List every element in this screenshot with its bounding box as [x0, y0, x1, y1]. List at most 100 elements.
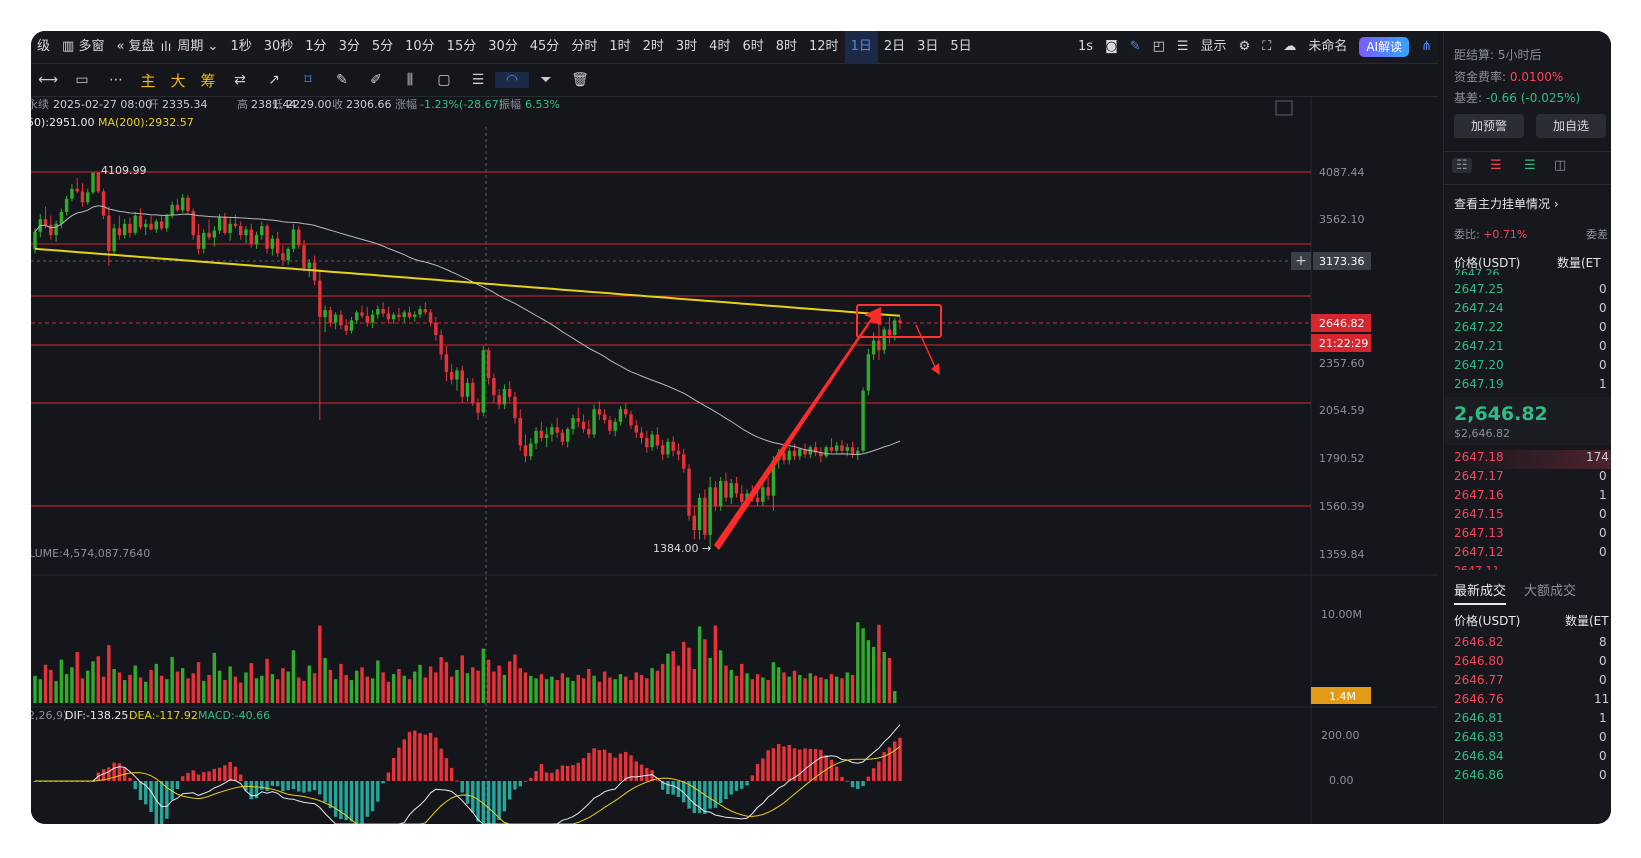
tab-latest-trades[interactable]: 最新成交 [1454, 580, 1507, 605]
indicator-chips[interactable]: 筹 [200, 71, 216, 90]
filter-icon[interactable]: ⏷ [540, 72, 552, 88]
horizontal-line-icon[interactable]: ⟷ [37, 72, 59, 88]
bid-row[interactable]: 2647.19 1 [1454, 377, 1611, 396]
chart-type-icon[interactable]: ılı [160, 39, 172, 55]
bid-row[interactable]: 2647.25 0 [1454, 282, 1611, 301]
bid-row[interactable]: 2647.20 0 [1454, 358, 1611, 377]
ask-row[interactable]: 2647.17 0 [1454, 469, 1611, 488]
depth-link[interactable]: 查看主力挂单情况 › [1454, 197, 1559, 211]
timeframe-6[interactable]: 1分 [299, 31, 332, 63]
ask-row[interactable]: 2647.13 0 [1454, 526, 1611, 545]
compare-icon[interactable]: ⇄ [234, 72, 246, 88]
ask-row[interactable]: 2647.12 0 [1454, 545, 1611, 564]
timeframe-22[interactable]: 2日 [878, 31, 911, 63]
timeframe-toolbar: 级 ▥ 多窗 « 复盘 ılı 周期 ⌄ 1秒 30秒 1分 3分 5分 10分 15分 30分 45分… [31, 31, 1438, 64]
ai-analysis-button[interactable]: AI解读 [1359, 37, 1410, 57]
volume-bar [507, 661, 512, 703]
timeframe-1[interactable]: ▥ 多窗 [56, 31, 110, 63]
view-bids-icon[interactable]: ☰ [1524, 158, 1536, 173]
ask-row[interactable]: 2647.16 1 [1454, 488, 1611, 507]
seconds-toggle[interactable]: 1s [1078, 39, 1094, 54]
bookmark-icon[interactable]: ⌑ [304, 72, 312, 88]
timeframe-21[interactable]: 1日 [844, 31, 878, 63]
volume-bar [376, 660, 380, 703]
pen-icon[interactable]: ✐ [370, 72, 382, 88]
volume-bar [803, 678, 807, 703]
candle-body [729, 483, 733, 498]
timeframe-15[interactable]: 2时 [637, 31, 670, 63]
trash-icon[interactable]: 🗑 [571, 72, 589, 88]
ask-row[interactable]: 2647.18 174 [1454, 450, 1611, 469]
bid-row[interactable]: 2647.21 0 [1454, 339, 1611, 358]
layout-icon[interactable]: ◰ [1152, 39, 1165, 54]
timeframe-3[interactable]: 周期 ⌄ [171, 31, 224, 63]
volume-bar [576, 674, 580, 703]
timeframe-9[interactable]: 10分 [399, 31, 441, 63]
layout-name[interactable]: 未命名 [1308, 39, 1348, 54]
rectangle-icon[interactable]: ▭ [75, 72, 89, 88]
cloud-icon[interactable]: ☁ [1283, 39, 1297, 54]
timeframe-5[interactable]: 30秒 [258, 31, 300, 63]
timeframe-24[interactable]: 5日 [944, 31, 977, 63]
list-icon[interactable]: ☰ [1176, 39, 1189, 54]
timeframe-4[interactable]: 1秒 [224, 31, 257, 63]
timeframe-14[interactable]: 1时 [603, 31, 636, 63]
volume-bar [529, 675, 533, 703]
more-icon[interactable]: ⋯ [109, 72, 123, 88]
timeframe-label: 45分 [529, 39, 560, 54]
draw-icon[interactable]: ✎ [1129, 39, 1141, 54]
note-icon[interactable]: ☰ [471, 72, 485, 88]
magnet-icon[interactable]: ◠ [495, 72, 529, 88]
lock-icon[interactable]: ▢ [437, 72, 451, 88]
timeframe-10[interactable]: 15分 [441, 31, 483, 63]
volume-bar [381, 672, 385, 703]
bid-row[interactable]: 2647.22 0 [1454, 320, 1611, 339]
volume-bar [766, 680, 770, 703]
timeframe-17[interactable]: 4时 [703, 31, 736, 63]
macd-histogram-bar [265, 781, 269, 791]
view-settings-icon[interactable]: ◫ [1554, 158, 1567, 173]
indicator-big[interactable]: 大 [170, 71, 186, 90]
expand-icon[interactable] [1275, 100, 1293, 116]
timeframe-23[interactable]: 3日 [911, 31, 944, 63]
timeframe-2[interactable]: « 复盘 [110, 31, 160, 63]
candle-tool-icon[interactable]: ⫼ [406, 72, 414, 88]
fullscreen-icon[interactable]: ⛶ [1262, 39, 1272, 54]
share-icon[interactable]: ⋔ [1421, 39, 1432, 54]
plus-icon[interactable]: + [1295, 253, 1307, 269]
macd-axis-label: 200.00 [1321, 729, 1360, 742]
timeframe-16[interactable]: 3时 [670, 31, 703, 63]
timeframe-20[interactable]: 12时 [803, 31, 845, 63]
add-alert-button[interactable]: 加预警 [1454, 114, 1524, 138]
add-watchlist-button[interactable]: 加自选 [1536, 114, 1606, 138]
bid-row[interactable]: 2647.24 0 [1454, 301, 1611, 320]
timeframe-13[interactable]: 分时 [565, 31, 603, 63]
price-chart[interactable]: 4109.99 1384.00 → 4087.44 3562.10 3173.36 264… [31, 97, 1438, 824]
timeframe-12[interactable]: 45分 [524, 31, 566, 63]
ruler-icon[interactable]: ✎ [336, 72, 348, 88]
macd-histogram-bar [149, 781, 153, 812]
trend-tool-icon[interactable]: ↗ [268, 72, 280, 88]
candle-body [650, 434, 654, 448]
timeframe-18[interactable]: 6时 [736, 31, 769, 63]
timeframe-0[interactable]: 级 [31, 31, 56, 63]
candle-body [449, 371, 454, 380]
crosshair-plus-box[interactable] [1291, 252, 1311, 270]
timeframe-label: 3分 [338, 39, 360, 54]
timeframe-7[interactable]: 3分 [333, 31, 366, 63]
ask-row[interactable]: 2647.15 0 [1454, 507, 1611, 526]
indicator-main[interactable]: 主 [140, 71, 156, 90]
timeframe-11[interactable]: 30分 [482, 31, 524, 63]
volume-bar [455, 669, 459, 703]
display-toggle[interactable]: 显示 [1200, 39, 1227, 54]
settings-icon[interactable]: ⚙ [1238, 39, 1251, 54]
tab-big-trades[interactable]: 大额成交 [1524, 584, 1577, 599]
view-both-icon[interactable]: ☷ [1452, 158, 1472, 173]
bid-qty: 0 [1599, 358, 1607, 372]
camera-icon[interactable]: ◙ [1105, 39, 1118, 54]
timeframe-19[interactable]: 8时 [770, 31, 803, 63]
timeframe-8[interactable]: 5分 [366, 31, 399, 63]
view-asks-icon[interactable]: ☰ [1490, 158, 1502, 173]
bid-price: 2647.20 [1454, 358, 1504, 372]
trade-qty: 1 [1599, 711, 1607, 725]
